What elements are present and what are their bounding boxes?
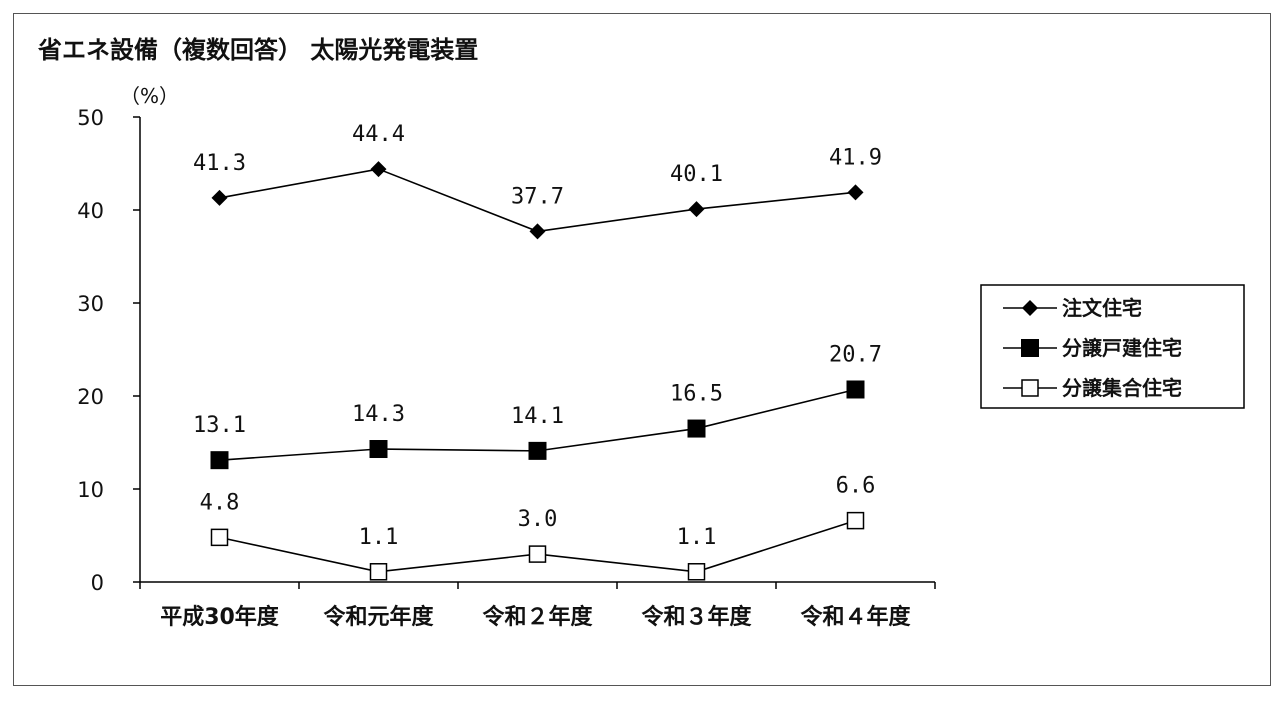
y-tick-label: 30 [77, 292, 104, 316]
diamond-marker [211, 189, 228, 206]
y-tick-label: 40 [77, 199, 104, 223]
data-label: 14.3 [352, 402, 405, 427]
x-tick-label: 令和２年度 [482, 604, 593, 630]
diamond-marker [529, 223, 546, 240]
open-square-marker [369, 563, 388, 581]
series-2: 13.1 14.3 14.1 16.5 20.7 [193, 342, 882, 470]
y-tick-label: 10 [77, 478, 104, 502]
open-square-marker [846, 511, 865, 530]
diamond-marker [1022, 300, 1038, 316]
data-label: 13.1 [193, 413, 246, 438]
x-tick-label: 令和４年度 [800, 604, 911, 630]
data-label: 1.1 [359, 525, 399, 550]
data-label: 1.1 [677, 525, 717, 550]
data-label: 40.1 [670, 162, 723, 187]
y-tick-label: 0 [91, 571, 104, 595]
x-tick-label: 令和元年度 [323, 604, 434, 630]
open-square-marker [1021, 379, 1039, 397]
filled-square-marker [1021, 339, 1039, 357]
data-label: 16.5 [670, 382, 723, 407]
data-label: 4.8 [200, 490, 240, 515]
series-layer: 41.3 44.4 37.7 40.1 41.9 13.1 14.3 14.1 16.5 20.7… [193, 122, 882, 581]
x-tick-label: 令和３年度 [641, 604, 752, 630]
legend-label: 注文住宅 [1062, 296, 1142, 320]
filled-square-marker [846, 380, 865, 399]
filled-square-marker [210, 451, 229, 470]
open-square-marker [210, 528, 229, 547]
data-label: 14.1 [511, 404, 564, 429]
data-label: 20.7 [829, 342, 882, 367]
filled-square-marker [528, 441, 547, 460]
data-label: 37.7 [511, 184, 564, 209]
data-label: 41.3 [193, 151, 246, 176]
chart-title: 省エネ設備（複数回答） 太陽光発電装置 [37, 36, 478, 64]
filled-square-marker [687, 419, 706, 438]
open-square-marker [687, 563, 706, 581]
y-tick-label: 20 [77, 385, 104, 409]
diamond-marker [370, 161, 387, 178]
axes: 0 10 20 30 40 50 平成30年度 令和元年度 令和２年度 令和３年度 令和４年度 [77, 106, 936, 630]
diamond-marker [847, 184, 864, 201]
diamond-marker [688, 201, 705, 218]
data-label: 41.9 [829, 145, 882, 170]
legend-label: 分譲戸建住宅 [1062, 336, 1182, 360]
data-label: 3.0 [518, 507, 558, 532]
x-tick-label: 平成30年度 [160, 604, 280, 630]
legend-label: 分譲集合住宅 [1062, 376, 1182, 400]
series-3: 4.8 1.1 3.0 1.1 6.6 [200, 474, 876, 581]
open-square-marker [528, 545, 547, 563]
y-tick-label: 50 [77, 106, 104, 130]
data-label: 6.6 [836, 474, 876, 499]
data-label: 44.4 [352, 122, 405, 147]
y-axis-unit-label: （%） [120, 84, 179, 108]
filled-square-marker [369, 440, 388, 459]
series-1: 41.3 44.4 37.7 40.1 41.9 [193, 122, 882, 240]
